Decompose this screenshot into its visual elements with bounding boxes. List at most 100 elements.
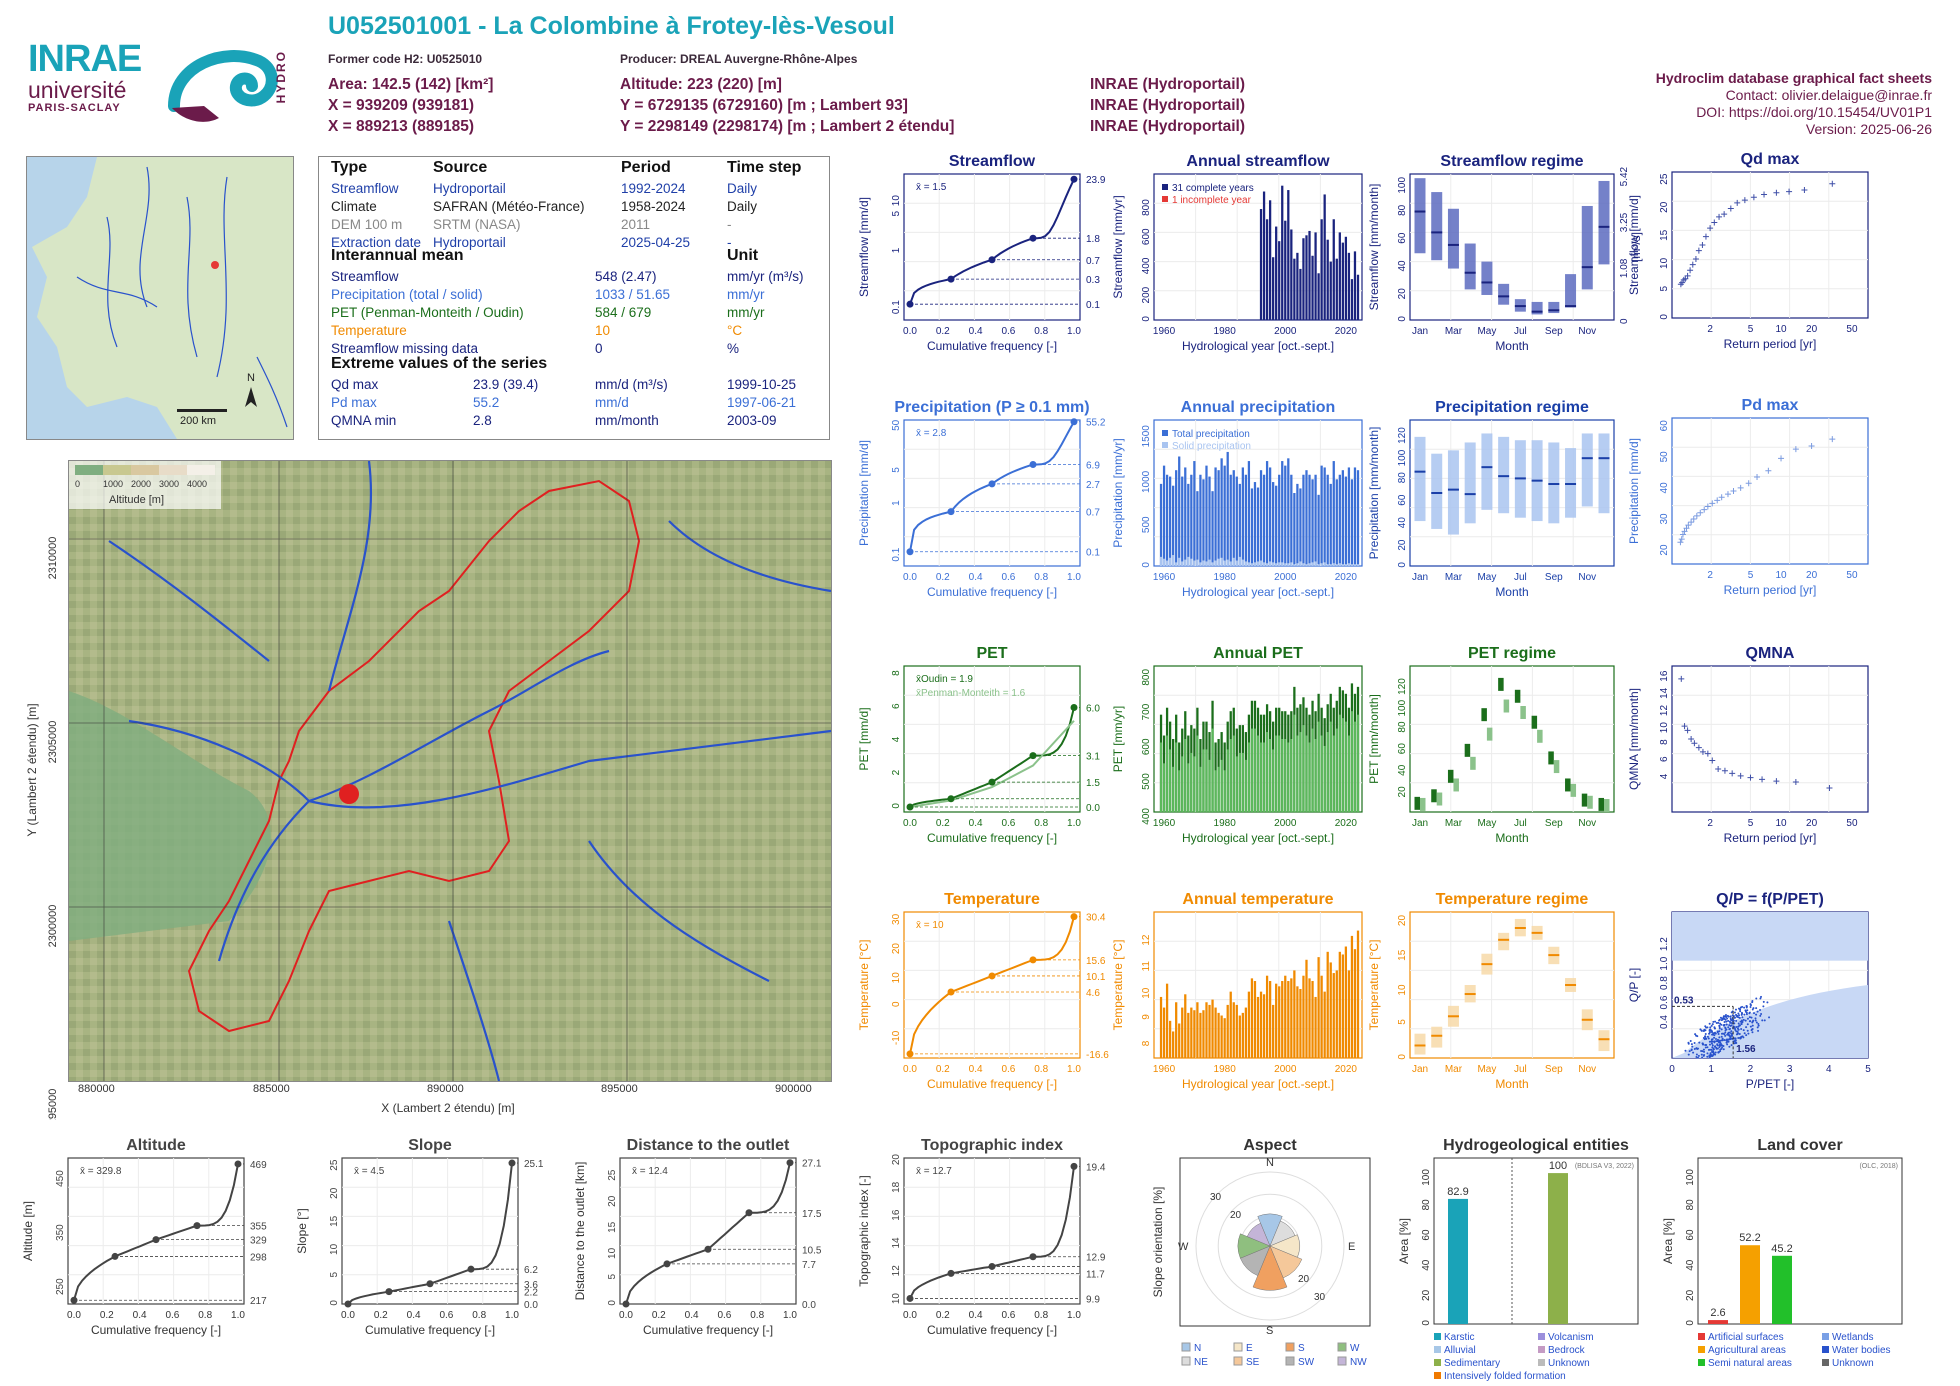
legend-label: Agricultural areas <box>1708 1345 1786 1356</box>
info-row-type: Climate <box>331 199 377 214</box>
return-period-point <box>1721 211 1728 218</box>
y-tick-label: 0 <box>1685 1320 1696 1326</box>
extreme-row-date: 1999-10-25 <box>727 377 797 392</box>
x-axis-label: Return period [yr] <box>1724 337 1817 351</box>
chart-title: Distance to the outlet <box>627 1137 790 1154</box>
annual-bar-secondary <box>1199 562 1202 566</box>
right-tick-label: 0.1 <box>1086 300 1100 311</box>
qp-point <box>1735 1019 1738 1022</box>
regime-box <box>1581 793 1588 807</box>
chart-title: Annual streamflow <box>1186 153 1330 170</box>
qp-point <box>1724 1013 1727 1016</box>
qp-point <box>1732 1019 1735 1022</box>
x-tick-label: 0.2 <box>936 1310 950 1321</box>
y-tick-label: 450 <box>55 1170 66 1187</box>
annual-bar <box>1284 975 1287 1058</box>
annual-bar-secondary <box>1162 558 1166 566</box>
qp-point <box>1692 1051 1695 1054</box>
y-tick-label: 350 <box>55 1224 66 1241</box>
x-tick-label: Jul <box>1514 818 1527 829</box>
y-tick-label: 10 <box>329 1243 340 1255</box>
compass-label: N <box>1266 1157 1274 1169</box>
qp-point <box>1751 1031 1754 1034</box>
qp-point <box>1725 1023 1728 1026</box>
annual-bar-secondary <box>1262 742 1266 812</box>
y-tick-label: 0 <box>1397 1054 1408 1060</box>
qp-point <box>1756 1010 1759 1013</box>
y-tick-label: 40 <box>1397 764 1408 776</box>
annual-bar-secondary <box>1265 732 1269 812</box>
category-bar <box>1548 1173 1568 1324</box>
chart-annual_precip: Annual precipitation 0 500 1000 1500 1960 1980… <box>1111 399 1363 599</box>
x-tick-label: 0.0 <box>903 818 917 829</box>
annual-bar <box>1335 258 1338 320</box>
legend-swatch <box>1434 1359 1441 1366</box>
y-axis-label: Slope orientation [%] <box>1151 1187 1165 1298</box>
return-period-point <box>1754 474 1761 481</box>
mean-label: x̄ = 2.8 <box>916 428 947 439</box>
return-period-point <box>1681 528 1688 535</box>
qp-point <box>1743 1013 1746 1016</box>
qp-point <box>1704 1035 1707 1038</box>
annual-bar-secondary <box>1250 563 1254 566</box>
source-note: (OLC, 2018) <box>1859 1163 1898 1170</box>
regime-box <box>1414 436 1426 522</box>
x-axis-label: Hydrological year [oct.-sept.] <box>1182 339 1334 353</box>
annual-bar <box>1341 242 1344 320</box>
right-tick-label: 19.4 <box>1086 1162 1106 1173</box>
qp-point <box>1768 1016 1771 1019</box>
mean-label: x̄ = 329.8 <box>80 1166 122 1177</box>
annual-bar-secondary <box>1178 770 1181 812</box>
chart-pet_cdf: PET 6.0 3.1 1.5 0.0 0 2 4 6 8 0.0 0.2 0.4 0.6 0.8 1.0 x̄… <box>857 645 1100 845</box>
annual-bar-secondary <box>1190 558 1193 566</box>
y-tick-label: 15 <box>1397 949 1408 961</box>
legend-label: SE <box>1246 1357 1260 1368</box>
annual-bar-secondary <box>1247 562 1251 566</box>
annual-bar-secondary <box>1341 564 1344 566</box>
annual-bar-secondary <box>1299 561 1302 566</box>
qp-point <box>1721 1037 1724 1040</box>
x-tick-label: Sep <box>1545 326 1563 337</box>
h-timestep: Time step <box>727 159 802 176</box>
x-tick-label: Sep <box>1545 1064 1563 1075</box>
x-tick-label: 0.0 <box>903 326 917 337</box>
area-label: Area: 142.5 (142) [km²] <box>328 76 494 93</box>
annual-bar-secondary <box>1172 555 1175 566</box>
y-tick-label: 20 <box>607 1195 618 1207</box>
contact[interactable]: Contact: olivier.delaigue@inrae.fr <box>1725 87 1932 103</box>
doi-link[interactable]: DOI: https://doi.org/10.15454/UV01P1 <box>1696 104 1932 120</box>
qp-point <box>1755 1013 1758 1016</box>
annual-bar-secondary <box>1256 561 1260 566</box>
y-tick-label: 0.8 <box>1659 976 1670 990</box>
chart-topo_cdf: Topographic index 19.4 12.9 11.7 9.9 10 12 14 16… <box>857 1137 1106 1337</box>
chart-distance_cdf: Distance to the outlet 27.1 17.5 10.5 7.7 0.0… <box>573 1137 822 1337</box>
regime-box-2 <box>1453 778 1459 792</box>
annual-bar <box>1341 954 1344 1058</box>
y-tick-label: 0 <box>1141 316 1152 322</box>
annual-bar <box>1335 970 1338 1058</box>
annual-bar <box>1353 949 1357 1058</box>
annual-bar <box>1284 220 1287 320</box>
qp-point <box>1744 1009 1747 1012</box>
y-tick-label: 8 <box>891 670 902 676</box>
annual-bar <box>1208 476 1211 566</box>
y-tick-label: 40 <box>1659 482 1670 494</box>
annual-bar <box>1308 230 1311 320</box>
qp-point <box>1724 1034 1727 1037</box>
qp-point <box>1715 1040 1718 1043</box>
x-tick-label: 2000 <box>1274 1064 1297 1075</box>
x-tick-label: 0.4 <box>969 818 983 829</box>
y-tick-label: 0 <box>607 1300 618 1306</box>
annual-bar-secondary <box>1265 563 1269 566</box>
annual-bar <box>1347 467 1351 566</box>
map-x-tick: 895000 <box>601 1083 638 1095</box>
qp-point <box>1757 1029 1760 1032</box>
annual-bar <box>1226 451 1229 566</box>
fact-sheets-title: Hydroclim database graphical fact sheets <box>1655 70 1932 86</box>
return-period-point <box>1737 772 1744 779</box>
y-tick-label: 5 <box>1659 285 1670 291</box>
annual-bar-secondary <box>1241 559 1244 566</box>
ring-label: 30 <box>1210 1192 1222 1203</box>
qp-point <box>1704 1037 1707 1040</box>
